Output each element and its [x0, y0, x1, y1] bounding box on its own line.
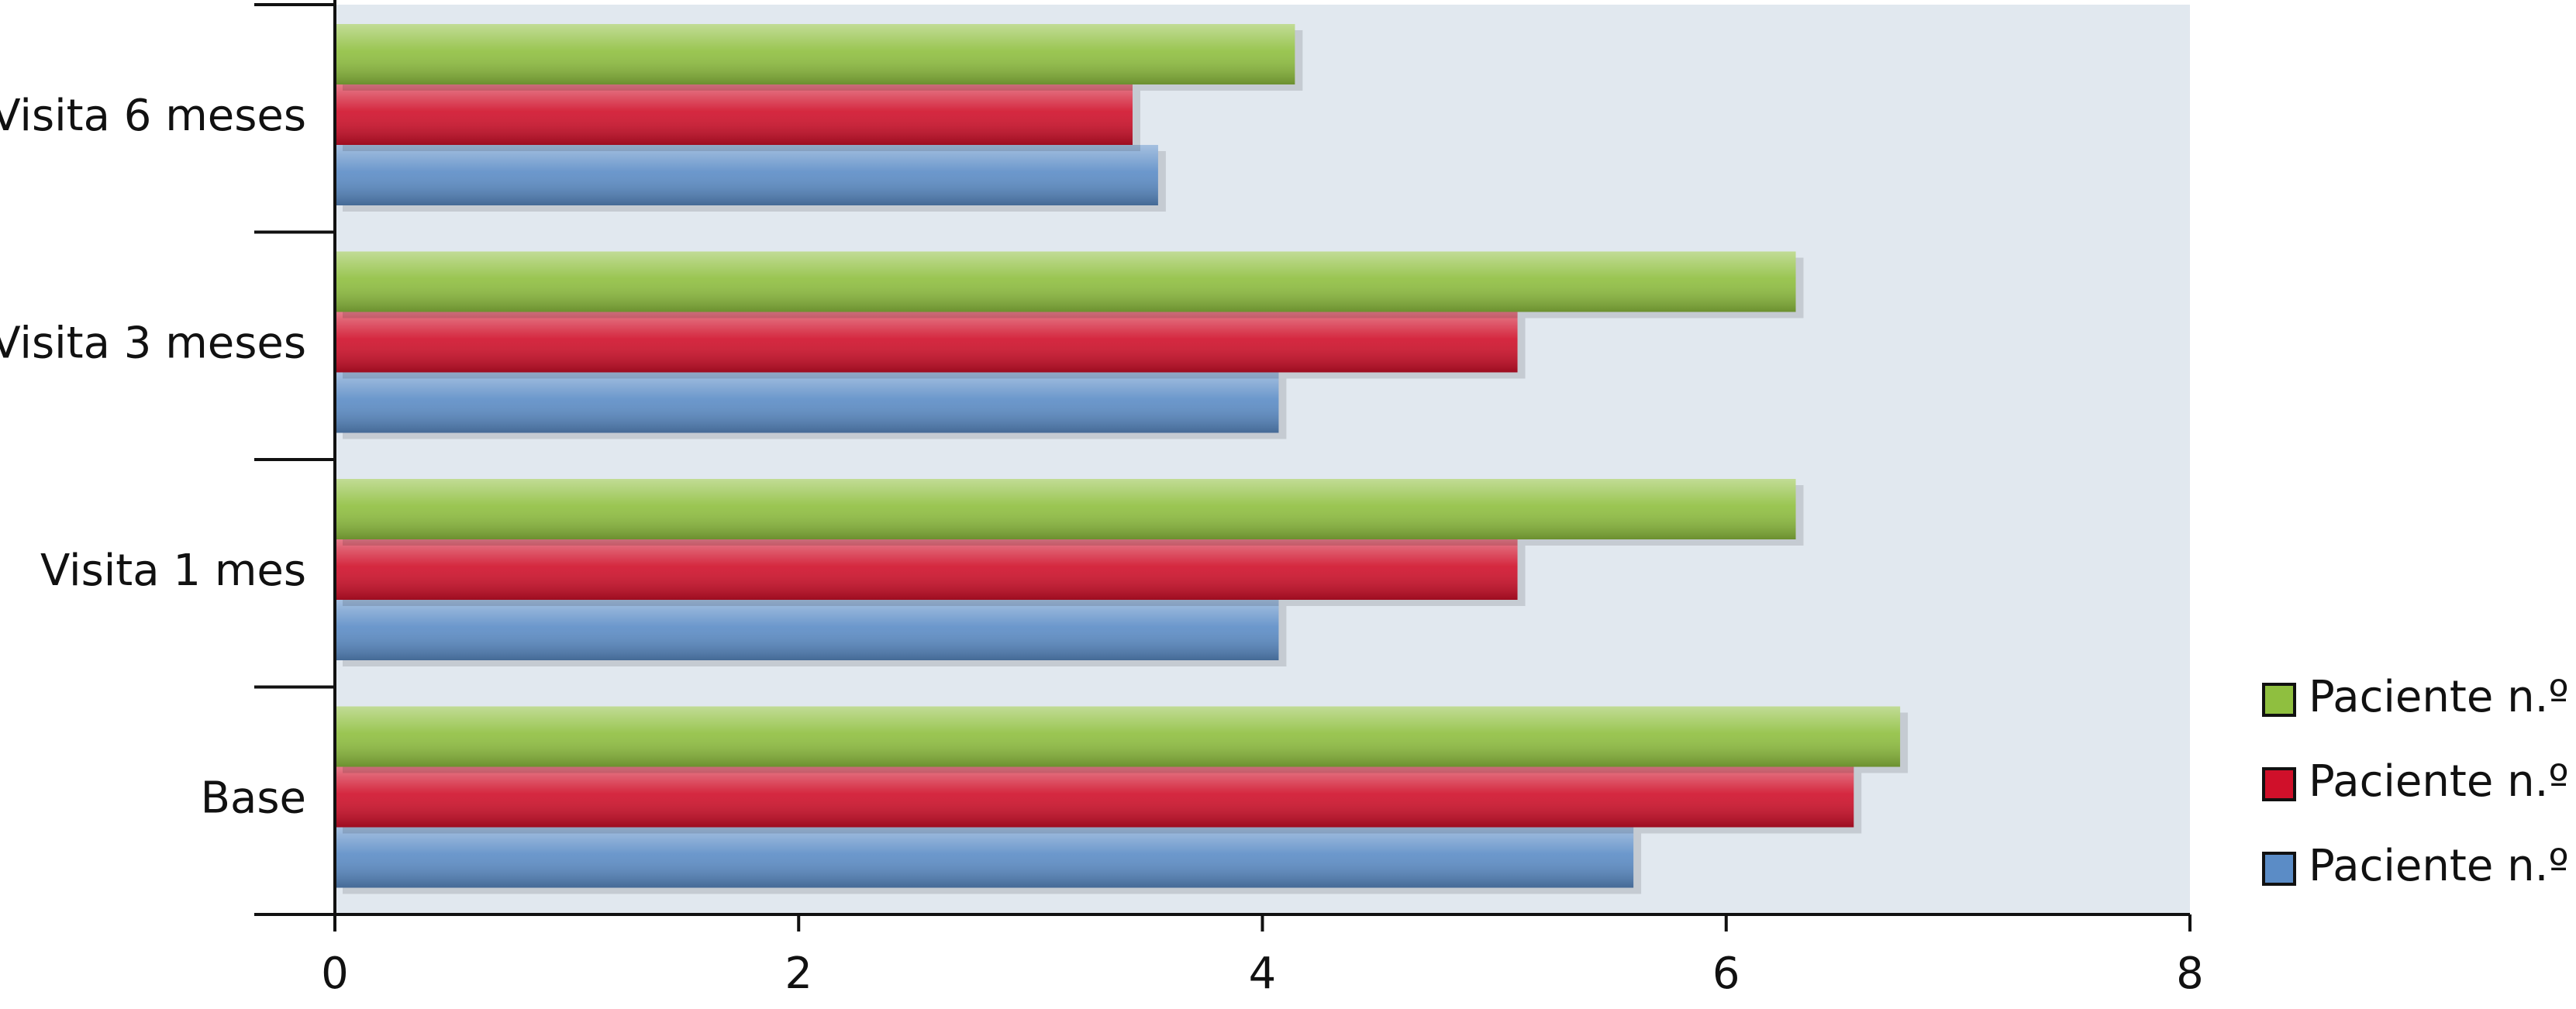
bar-shine — [335, 539, 1518, 600]
bar-shine — [335, 84, 1133, 145]
legend-swatch — [2262, 852, 2296, 886]
y-tick-label: Visita 6 meses — [0, 91, 306, 141]
x-tick-label: 4 — [1249, 949, 1277, 999]
y-tick-label: Visita 1 mes — [40, 546, 306, 596]
bar-shine — [335, 766, 1854, 828]
legend-label: Paciente n.º 1 — [2309, 841, 2576, 891]
legend-swatch — [2262, 683, 2296, 717]
bar-shine — [335, 479, 1796, 539]
bar-shine — [335, 827, 1634, 888]
bar-shine — [335, 706, 1901, 767]
bar-shine — [335, 145, 1158, 205]
bar-shine — [335, 251, 1796, 312]
bar-shine — [335, 312, 1518, 373]
x-tick-label: 6 — [1712, 949, 1740, 999]
x-tick-label: 8 — [2176, 949, 2204, 999]
legend-swatch — [2262, 767, 2296, 801]
bar-shine — [335, 372, 1279, 433]
x-tick-label: 0 — [321, 949, 349, 999]
legend-label: Paciente n.º 3 — [2309, 672, 2576, 722]
bar-shine — [335, 600, 1279, 660]
y-tick-label: Base — [201, 773, 306, 823]
bar-shine — [335, 24, 1295, 84]
legend-label: Paciente n.º 2 — [2309, 756, 2576, 807]
y-tick-label: Visita 3 meses — [0, 318, 306, 368]
x-tick-label: 2 — [785, 949, 812, 999]
